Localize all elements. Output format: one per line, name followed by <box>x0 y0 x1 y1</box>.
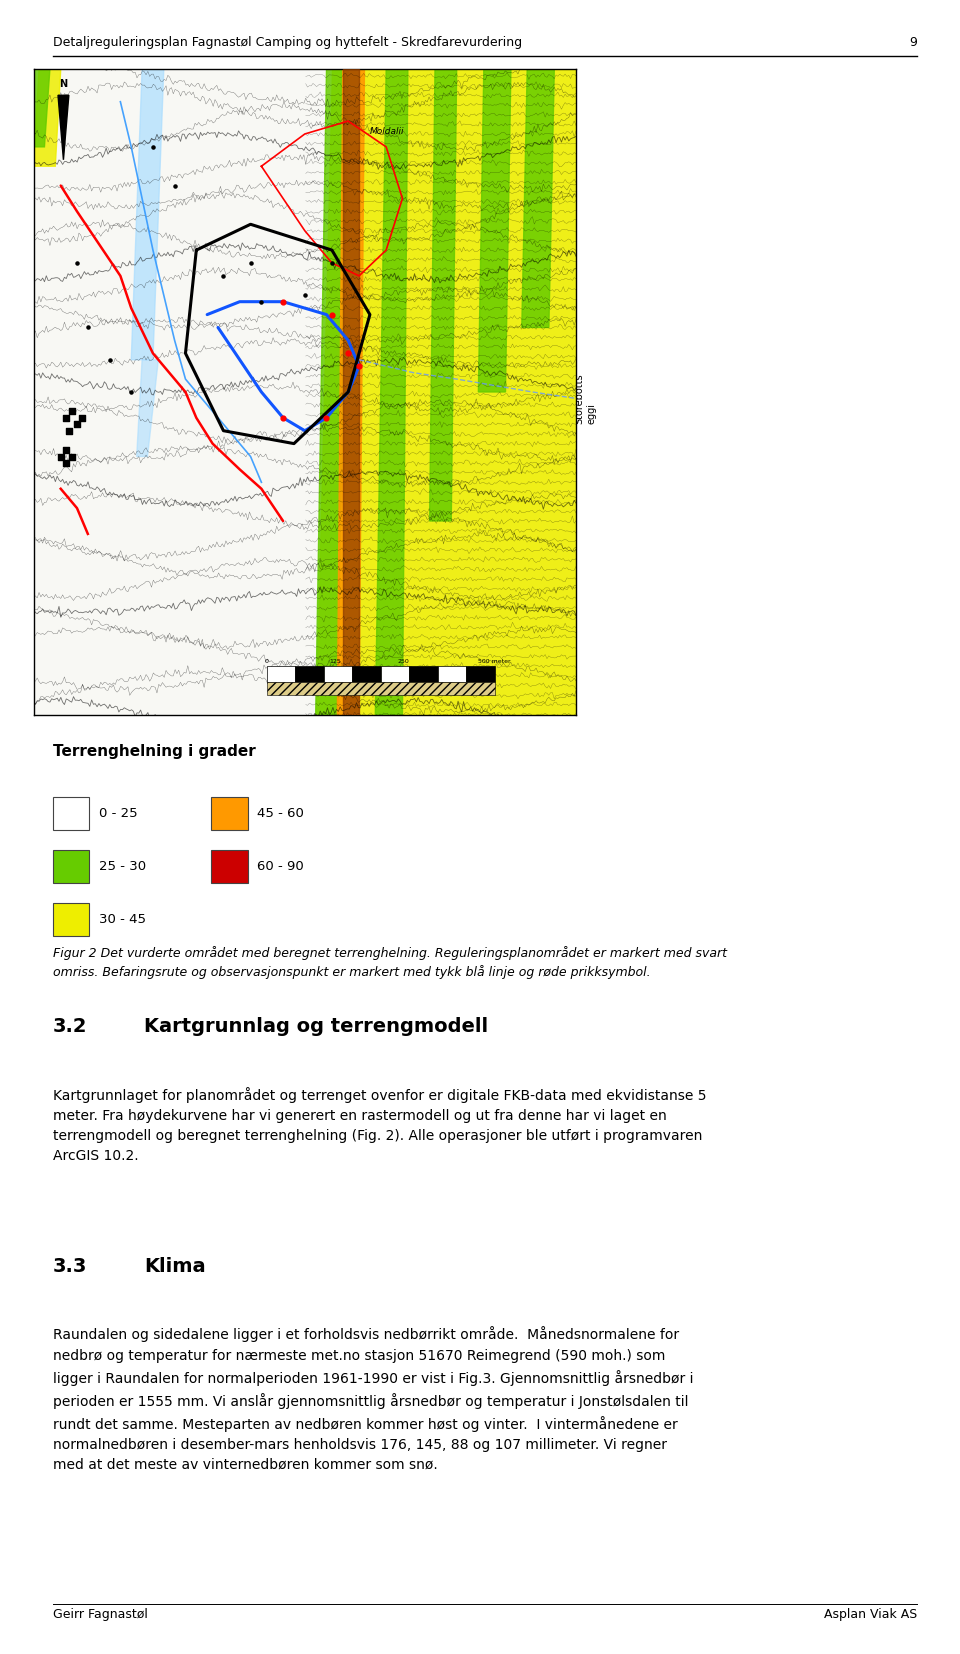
Point <box>69 250 84 276</box>
Text: Geirr Fagnastøl: Geirr Fagnastøl <box>53 1608 148 1621</box>
Polygon shape <box>478 69 511 392</box>
Point <box>59 437 74 463</box>
Point <box>80 314 96 341</box>
Point <box>341 341 356 367</box>
Text: Kartgrunnlaget for planområdet og terrenget ovenfor er digitale FKB-data med ekv: Kartgrunnlaget for planområdet og terren… <box>53 1087 707 1163</box>
Text: Storebotts
eggi: Storebotts eggi <box>575 374 596 425</box>
Polygon shape <box>429 69 457 521</box>
Bar <box>467 667 494 683</box>
Text: 30 - 45: 30 - 45 <box>99 913 146 926</box>
Point <box>276 405 291 432</box>
Point <box>75 405 90 432</box>
Bar <box>324 667 352 683</box>
Bar <box>438 667 467 683</box>
Text: Raundalen og sidedalene ligger i et forholdsvis nedbørrikt område.  Månedsnormal: Raundalen og sidedalene ligger i et forh… <box>53 1327 693 1472</box>
Text: 60 - 90: 60 - 90 <box>257 860 304 873</box>
Point <box>324 301 340 327</box>
Bar <box>53 797 89 830</box>
Text: Moldalii: Moldalii <box>370 127 404 136</box>
Point <box>53 443 68 470</box>
Point <box>167 172 182 198</box>
Text: Klima: Klima <box>144 1257 205 1275</box>
Text: 0 - 25: 0 - 25 <box>99 807 137 820</box>
Polygon shape <box>375 69 408 715</box>
Polygon shape <box>34 69 50 147</box>
Text: Terrenghelning i grader: Terrenghelning i grader <box>53 744 255 759</box>
Point <box>69 412 84 438</box>
Point <box>59 450 74 476</box>
Text: 9: 9 <box>909 36 917 50</box>
Text: 45 - 60: 45 - 60 <box>257 807 304 820</box>
Text: Detaljreguleringsplan Fagnastøl Camping og hyttefelt - Skredfarevurdering: Detaljreguleringsplan Fagnastøl Camping … <box>53 36 522 50</box>
Polygon shape <box>316 69 576 715</box>
Bar <box>267 667 296 683</box>
Text: 250: 250 <box>397 658 409 663</box>
Polygon shape <box>58 96 69 160</box>
Polygon shape <box>132 69 164 361</box>
Bar <box>381 667 409 683</box>
Point <box>124 379 139 405</box>
Text: N: N <box>60 79 67 89</box>
Bar <box>296 667 324 683</box>
Bar <box>53 903 89 936</box>
Bar <box>409 667 438 683</box>
Point <box>216 263 231 289</box>
Polygon shape <box>522 69 554 327</box>
Point <box>59 405 74 432</box>
Point <box>243 250 258 276</box>
Text: 3.3: 3.3 <box>53 1257 87 1275</box>
Point <box>145 134 160 160</box>
Point <box>64 399 80 425</box>
Point <box>253 288 269 314</box>
Text: 3.2: 3.2 <box>53 1017 87 1035</box>
Bar <box>267 683 494 695</box>
Bar <box>211 850 248 883</box>
Text: Figur 2 Det vurderte området med beregnet terrenghelning. Reguleringsplanområdet: Figur 2 Det vurderte området med beregne… <box>53 946 727 979</box>
Polygon shape <box>343 69 359 715</box>
Point <box>351 352 367 379</box>
Point <box>276 288 291 314</box>
Polygon shape <box>337 69 365 715</box>
Bar <box>53 850 89 883</box>
Text: Asplan Viak AS: Asplan Viak AS <box>824 1608 917 1621</box>
Point <box>102 347 117 374</box>
Polygon shape <box>136 361 158 457</box>
Polygon shape <box>34 69 60 167</box>
Bar <box>211 797 248 830</box>
Polygon shape <box>316 69 348 715</box>
Text: Kartgrunnlag og terrengmodell: Kartgrunnlag og terrengmodell <box>144 1017 488 1035</box>
Text: 500 meter: 500 meter <box>478 658 511 663</box>
Bar <box>352 667 381 683</box>
Point <box>61 417 77 443</box>
Point <box>324 250 340 276</box>
Point <box>319 405 334 432</box>
Text: 0: 0 <box>265 658 269 663</box>
Text: 125: 125 <box>329 658 341 663</box>
Point <box>298 283 313 309</box>
Point <box>64 443 80 470</box>
Text: 25 - 30: 25 - 30 <box>99 860 146 873</box>
